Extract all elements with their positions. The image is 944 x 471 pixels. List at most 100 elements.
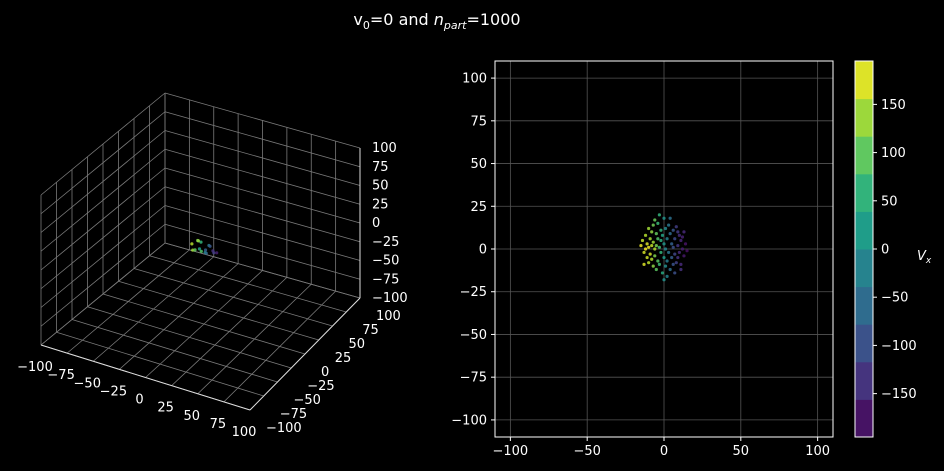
z-tick-label: 100 <box>372 141 397 156</box>
data-point <box>673 271 677 275</box>
data-point <box>677 233 681 237</box>
data-point <box>648 237 652 241</box>
data-point <box>674 261 678 265</box>
data-point <box>199 240 203 244</box>
y-tick-label: −25 <box>460 285 487 300</box>
y-tick-label: −75 <box>280 407 307 422</box>
colorbar-tick-label: 100 <box>881 146 906 161</box>
y-axis-line <box>249 297 361 411</box>
y-tick-label: 50 <box>349 337 366 352</box>
data-point <box>648 252 652 256</box>
floor-grid-line <box>118 280 319 341</box>
x-tick-label: −75 <box>47 368 74 383</box>
data-point <box>663 264 668 268</box>
side-grid-line <box>40 167 166 271</box>
data-point <box>651 223 655 227</box>
data-point <box>671 245 675 249</box>
data-point <box>654 267 658 272</box>
colorbar: −150 −100 −50 0 50 100 150 Vx <box>854 60 932 438</box>
data-point <box>647 245 651 249</box>
x-tick-label: 75 <box>210 417 227 432</box>
x-tick-label: −100 <box>17 360 53 375</box>
side-grid-line <box>40 111 166 215</box>
y-tick-label: 75 <box>470 114 487 129</box>
figure-title: v0=0 and npart=1000 <box>353 10 520 32</box>
back-grid-line <box>164 111 361 168</box>
data-point <box>651 240 655 244</box>
floor-grid-line <box>171 277 288 386</box>
colorbar-tick-label: 150 <box>881 98 906 113</box>
colorbar-segment <box>855 211 873 250</box>
colorbar-segment <box>855 136 873 175</box>
x-tick-label: 50 <box>733 444 750 459</box>
y-tick-label: 25 <box>470 200 487 215</box>
data-point <box>651 264 655 268</box>
x-tick-label: 0 <box>135 393 143 408</box>
data-point <box>671 262 675 266</box>
y-tick-label: 0 <box>321 365 329 380</box>
scatter-2d-axes: −100 −50 0 50 100 −100 −75 −50 −25 0 25 50 75 100 <box>451 60 834 459</box>
data-point <box>674 225 678 229</box>
data-point <box>193 248 197 252</box>
x-tick-label: 0 <box>660 444 668 459</box>
y-tick-label: −100 <box>266 421 302 436</box>
data-point <box>647 226 651 231</box>
data-point <box>670 242 674 246</box>
y-tick-label: −25 <box>307 379 334 394</box>
floor-grid-line <box>133 268 333 327</box>
data-point <box>679 262 683 266</box>
data-point <box>663 247 668 251</box>
data-point <box>662 216 666 220</box>
x-tick-label: 100 <box>232 425 257 440</box>
data-point <box>645 255 649 260</box>
data-point <box>654 232 658 236</box>
floor-grid-line <box>149 255 347 313</box>
y-tick-label: 0 <box>479 243 487 258</box>
colorbar-segment <box>855 98 873 137</box>
data-point <box>657 262 661 266</box>
data-point <box>657 213 661 217</box>
z-tick-label: 75 <box>372 160 389 175</box>
data-point <box>639 243 643 248</box>
y-tick-label: 25 <box>335 351 352 366</box>
data-point <box>656 259 660 263</box>
data-point <box>190 242 194 246</box>
x-axis-line <box>40 344 251 411</box>
data-point <box>643 233 648 237</box>
colorbar-segment <box>855 286 873 325</box>
data-point <box>653 254 657 258</box>
data-point <box>680 235 685 239</box>
colorbar-tick-label: −100 <box>881 339 917 354</box>
y-tick-label: −50 <box>294 393 321 408</box>
colorbar-segment <box>855 249 873 288</box>
x-tick-label: 50 <box>183 409 200 424</box>
data-point <box>211 249 215 253</box>
data-point <box>665 237 669 241</box>
data-point <box>665 259 669 263</box>
y-tick-label: −100 <box>451 413 487 428</box>
data-point <box>668 232 672 236</box>
data-point <box>671 228 675 232</box>
data-point <box>668 216 672 220</box>
data-point <box>670 255 674 260</box>
side-grid-line <box>40 148 166 252</box>
back-grid-line <box>164 130 361 186</box>
data-point <box>653 218 657 222</box>
colorbar-tick-label: −50 <box>881 291 908 306</box>
x-tick-label: 100 <box>805 444 830 459</box>
colorbar-tick-label: 50 <box>881 194 898 209</box>
colorbar-tick-label: −150 <box>881 387 917 402</box>
x-tick-label: −25 <box>100 384 127 399</box>
colorbar-label: Vx <box>917 249 932 266</box>
colorbar-segment <box>855 61 873 100</box>
colorbar-segment <box>855 399 873 438</box>
data-point <box>197 247 202 251</box>
data-point <box>656 221 660 225</box>
data-point <box>647 261 651 265</box>
data-point <box>642 250 646 255</box>
data-point <box>673 237 677 241</box>
data-point <box>196 239 201 243</box>
data-point <box>643 247 648 251</box>
z-tick-label: 50 <box>372 179 389 194</box>
